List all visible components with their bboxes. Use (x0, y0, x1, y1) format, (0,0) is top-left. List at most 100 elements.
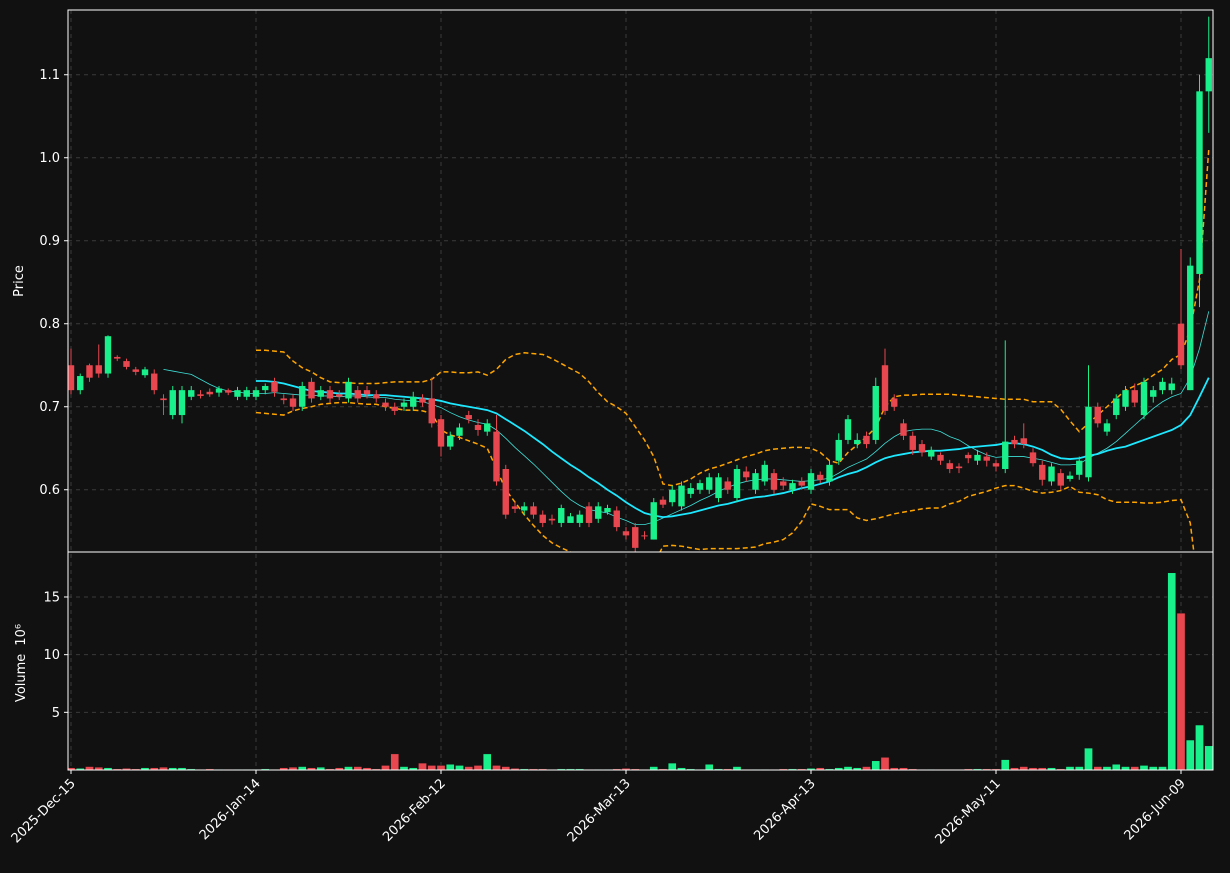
volume-bar (649, 766, 659, 770)
volume-bar (445, 763, 455, 770)
volume-bar (862, 766, 871, 770)
candle-body (613, 510, 620, 528)
candle-body (595, 506, 602, 519)
candle-body (548, 518, 556, 521)
candle-body (724, 481, 731, 490)
candle-body (807, 473, 815, 490)
candle-body (632, 527, 639, 548)
candle-body (391, 406, 398, 411)
candle-body (817, 474, 824, 480)
volume-bar (732, 766, 742, 770)
candle-body (1196, 91, 1203, 274)
candle-body (946, 463, 953, 469)
candle-body (326, 390, 334, 399)
candle-body (95, 365, 102, 374)
candle-body (1113, 398, 1120, 416)
candle-body (900, 423, 907, 436)
candle-body (669, 489, 676, 503)
candle-body (456, 427, 463, 436)
candle-body (493, 431, 500, 482)
candle-body (1039, 464, 1046, 480)
volume-frame (67, 551, 1214, 771)
candle-body (918, 444, 926, 453)
volume-bar (344, 766, 353, 770)
candle-body (539, 514, 546, 523)
overlay-line (255, 401, 1195, 552)
candle-body (641, 535, 648, 537)
candle-body (428, 398, 435, 424)
candle-body (141, 369, 149, 376)
candle-body (1029, 452, 1037, 464)
candle-body (123, 361, 130, 367)
volume-bar (1148, 766, 1158, 770)
y-tick-label: 1.0 (39, 151, 60, 166)
y-axis-label: Price (12, 265, 27, 297)
candle-body (863, 435, 870, 445)
volume-bar (880, 757, 890, 770)
candle-body (1122, 390, 1129, 407)
candle-body (169, 390, 176, 416)
volume-bar (1084, 747, 1093, 770)
overlay-line (256, 149, 1210, 487)
candle-body (928, 449, 935, 457)
volume-bar (1204, 745, 1213, 770)
candle-body (1187, 265, 1194, 391)
candle-body (659, 499, 667, 505)
candle-body (400, 402, 408, 407)
candle-body (826, 464, 833, 482)
candle-body (188, 390, 195, 397)
volume-bar (1074, 766, 1084, 770)
candle-body (891, 398, 898, 407)
y-tick-label: 0.6 (39, 483, 60, 498)
y-tick-label: 1.1 (39, 68, 60, 83)
candle-body (363, 390, 371, 395)
candle-body (567, 516, 574, 523)
volume-bar (1019, 766, 1029, 770)
candle-body (225, 390, 232, 393)
candle-body (262, 385, 269, 391)
candle-body (733, 468, 741, 499)
candle-body (780, 481, 787, 486)
candle-body (844, 419, 852, 440)
volume-bar (871, 760, 881, 770)
candle-body (132, 369, 139, 372)
candle-body (1094, 406, 1101, 424)
candle-body (1168, 383, 1175, 391)
candle-body (1103, 423, 1111, 432)
volume-bar (1065, 766, 1075, 770)
volume-bar (482, 753, 492, 770)
candle-body (521, 506, 528, 511)
candle-body (160, 398, 167, 401)
volume-tick-label: 15 (43, 590, 60, 605)
candle-body (234, 390, 241, 397)
candle-body (576, 514, 583, 523)
candle-body (1205, 58, 1212, 92)
volume-unit: 10⁶ (14, 624, 29, 646)
volume-bar (436, 765, 446, 770)
volume-bar (464, 766, 474, 770)
candle-body (474, 425, 482, 430)
volume-bar (473, 765, 483, 770)
volumes (68, 572, 1213, 770)
candle-body (872, 385, 879, 440)
y-tick-label: 0.9 (39, 234, 60, 249)
candle-body (770, 473, 778, 490)
candle-body (511, 506, 519, 509)
volume-bar (1139, 765, 1149, 770)
candle-body (706, 477, 713, 490)
volume-bar (704, 763, 714, 770)
candle-body (114, 356, 121, 359)
candle-body (484, 423, 491, 432)
volume-bar (1195, 724, 1204, 770)
candle-body (696, 483, 704, 490)
volume-axis-label: Volume 10⁶ (14, 624, 29, 702)
y-tick-label: 0.8 (39, 317, 60, 332)
volume-bar (390, 753, 400, 770)
candle-body (622, 531, 630, 536)
candle-body (1085, 406, 1092, 478)
candle-body (437, 419, 445, 447)
candle-body (530, 506, 537, 515)
candle-body (299, 385, 306, 407)
